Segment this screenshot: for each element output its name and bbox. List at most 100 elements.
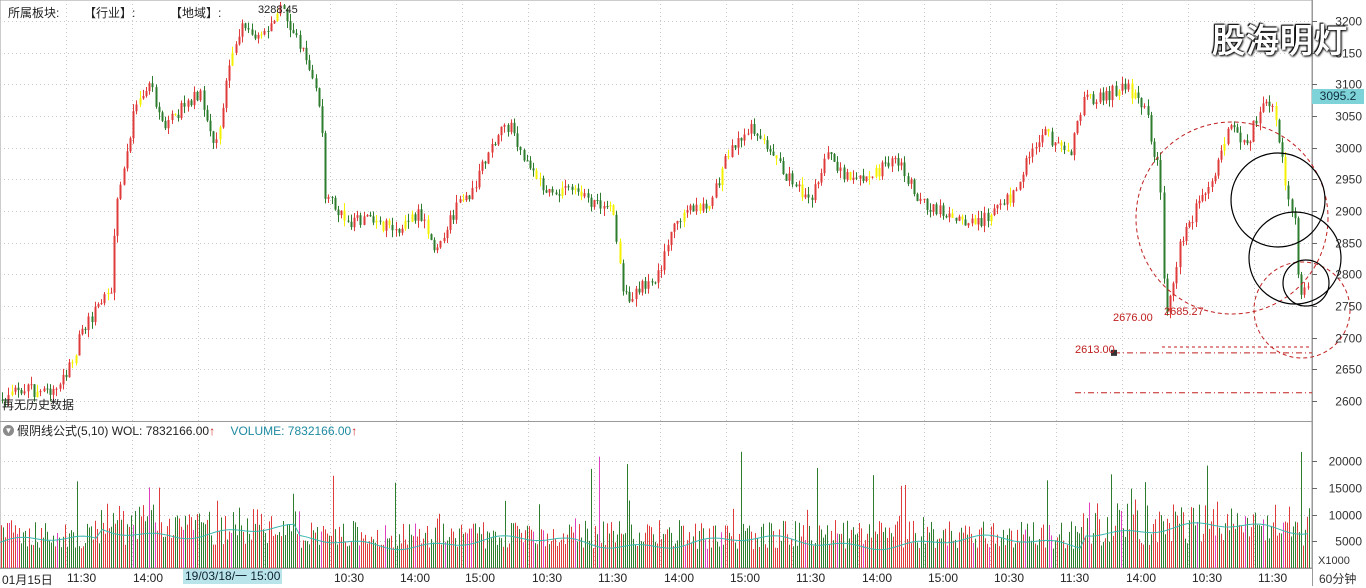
candle-body	[1201, 194, 1204, 201]
candle-body	[951, 213, 954, 218]
candle-body	[119, 184, 122, 199]
red-dashed-circle	[1135, 121, 1329, 315]
candle-body	[475, 187, 478, 189]
candle-body	[459, 199, 462, 203]
candle-body	[75, 355, 78, 364]
candle-body	[999, 203, 1002, 206]
candle-body	[926, 198, 929, 210]
candle-body	[814, 184, 817, 201]
candle-body	[580, 191, 583, 197]
candle-body	[1214, 175, 1217, 182]
candle-body	[571, 186, 574, 190]
candle-body	[929, 209, 932, 212]
candle-body	[891, 158, 894, 167]
candle-body	[97, 304, 100, 307]
price-tick-label: 2750	[1335, 300, 1362, 314]
candle-body	[471, 188, 474, 200]
candle-body	[1111, 85, 1114, 101]
candle-body	[1009, 194, 1012, 203]
candle-body	[481, 161, 484, 171]
candle-body	[193, 91, 196, 106]
candle-body	[91, 316, 94, 323]
candle-body	[286, 8, 289, 22]
candle-body	[270, 23, 273, 32]
sector-label: 所属板块:	[8, 6, 60, 20]
candle-body	[347, 220, 350, 222]
candle-body	[238, 36, 241, 45]
candle-body	[932, 204, 935, 212]
candle-body	[1204, 193, 1207, 195]
price-tick-label: 3050	[1335, 110, 1362, 124]
candle-body	[23, 391, 26, 394]
candle-body	[203, 90, 206, 110]
candle-body	[1105, 90, 1108, 101]
candle-body	[219, 127, 222, 140]
candle-body	[1076, 120, 1079, 134]
price-tick-label: 3200	[1335, 15, 1362, 29]
candle-body	[494, 144, 497, 146]
level-label-2685[interactable]: 2685.27	[1164, 306, 1204, 318]
candle-body	[1159, 159, 1162, 193]
candle-body	[721, 168, 724, 186]
candle-body	[1243, 140, 1246, 143]
candle-body	[939, 205, 942, 215]
candle-body	[209, 120, 212, 132]
candle-body	[331, 196, 334, 198]
candle-body	[337, 209, 340, 216]
candle-body	[158, 106, 161, 113]
candle-body	[305, 47, 308, 61]
candle-body	[375, 220, 378, 223]
candle-body	[292, 30, 295, 34]
candle-body	[107, 292, 110, 295]
candle-body	[263, 30, 266, 35]
candle-body	[1140, 98, 1143, 108]
level-label-2676[interactable]: 2676.00	[1113, 312, 1153, 324]
period-selector[interactable]: 60分钟	[1319, 572, 1357, 586]
candle-body	[1143, 106, 1146, 108]
candle-body	[1063, 145, 1066, 150]
candle-body	[139, 98, 142, 105]
candle-body	[644, 281, 647, 289]
candle-body	[836, 161, 839, 171]
level-label-2613[interactable]: 2613.00	[1075, 344, 1115, 356]
candle-body	[654, 282, 657, 284]
industry-label[interactable]: 【行业】:	[84, 6, 136, 20]
candle-body	[817, 182, 820, 185]
time-label: 14:00	[133, 571, 164, 585]
candle-body	[843, 167, 846, 180]
candle-body	[436, 247, 439, 251]
candle-body	[1195, 203, 1198, 223]
candle-body	[587, 193, 590, 198]
region-label[interactable]: 【地域】:	[170, 6, 222, 20]
candle-body	[775, 155, 778, 159]
candle-body	[1089, 94, 1092, 96]
candle-body	[699, 204, 702, 211]
candle-body	[126, 151, 129, 169]
candle-body	[945, 215, 948, 218]
drawing-tools[interactable]	[1075, 121, 1351, 394]
candle-body	[247, 28, 250, 30]
candle-body	[871, 176, 874, 178]
candle-body	[497, 135, 500, 145]
candle-body	[1249, 141, 1252, 144]
anchor-handle	[1111, 349, 1117, 356]
candle-body	[302, 47, 305, 49]
candle-body	[887, 162, 890, 167]
candle-body	[619, 241, 622, 264]
wol-value: WOL: 7832166.00	[111, 424, 210, 438]
candle-body	[84, 328, 87, 331]
candle-body	[417, 209, 420, 221]
formula-name[interactable]: 假阴线公式(5,10)	[17, 424, 109, 438]
cursor-time-tag: 19/03/18/一 15:00	[183, 569, 283, 584]
candle-body	[199, 90, 202, 101]
collapse-chevron-icon[interactable]: ▼	[3, 425, 14, 436]
candle-body	[641, 281, 644, 293]
candle-body	[708, 205, 711, 209]
candle-body	[212, 131, 215, 143]
candle-body	[59, 384, 62, 389]
candle-body	[1070, 151, 1073, 156]
no-history-text: 再无历史数据	[2, 398, 75, 412]
candle-body	[87, 316, 90, 331]
candle-body	[33, 384, 36, 398]
